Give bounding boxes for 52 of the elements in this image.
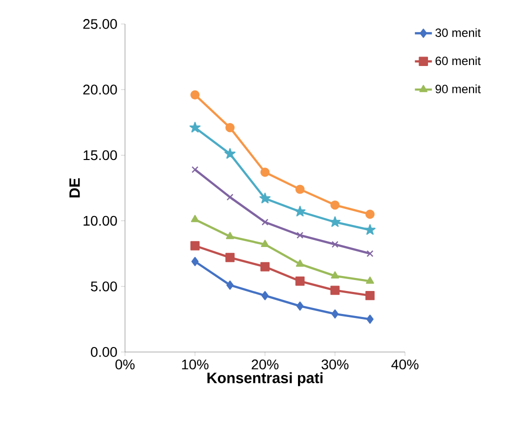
point <box>189 122 201 132</box>
x-tick-label: 0% <box>115 360 135 370</box>
legend-label: 30 menit <box>435 28 481 37</box>
point <box>226 280 234 290</box>
y-tick-label: 15.00 <box>84 150 117 160</box>
point <box>294 206 306 216</box>
x-tick-label: 30% <box>322 360 348 370</box>
x-tick-label: 40% <box>391 360 418 370</box>
point <box>190 90 200 100</box>
point <box>332 240 338 248</box>
x-tick-label: 20% <box>252 360 278 370</box>
point <box>331 309 339 319</box>
point <box>190 241 200 250</box>
point <box>296 301 304 311</box>
point <box>259 192 271 204</box>
point <box>192 166 198 174</box>
point <box>366 276 374 284</box>
point <box>330 286 340 295</box>
point <box>260 168 270 177</box>
point <box>296 259 304 267</box>
point <box>226 194 234 201</box>
point <box>191 256 199 266</box>
legend-label: 60 menit <box>436 56 481 66</box>
legend-label: 90 menit <box>436 84 481 94</box>
point <box>225 123 235 132</box>
point <box>330 271 340 278</box>
point <box>296 232 304 239</box>
point <box>262 218 268 226</box>
point <box>295 276 305 286</box>
point <box>295 184 305 194</box>
point <box>330 200 340 210</box>
point <box>260 262 270 272</box>
point <box>190 214 200 222</box>
x-axis-title: Konsentrasi pati <box>207 372 322 386</box>
y-tick-label: 10.00 <box>84 216 117 226</box>
y-axis-title: DE <box>69 178 80 198</box>
y-tick-label: 0.00 <box>90 347 117 357</box>
point <box>365 210 375 219</box>
y-tick-label: 20.00 <box>83 84 117 95</box>
y-tick-label: 5.00 <box>90 281 117 292</box>
point <box>226 232 234 240</box>
point <box>366 314 374 324</box>
point <box>261 290 269 300</box>
point <box>224 148 236 159</box>
y-tick-label: 25.00 <box>83 19 117 29</box>
point <box>329 216 341 227</box>
point <box>260 240 270 248</box>
point <box>225 252 235 262</box>
point <box>366 250 374 258</box>
x-tick-label: 10% <box>182 360 208 370</box>
point <box>365 290 375 300</box>
point <box>364 224 376 235</box>
